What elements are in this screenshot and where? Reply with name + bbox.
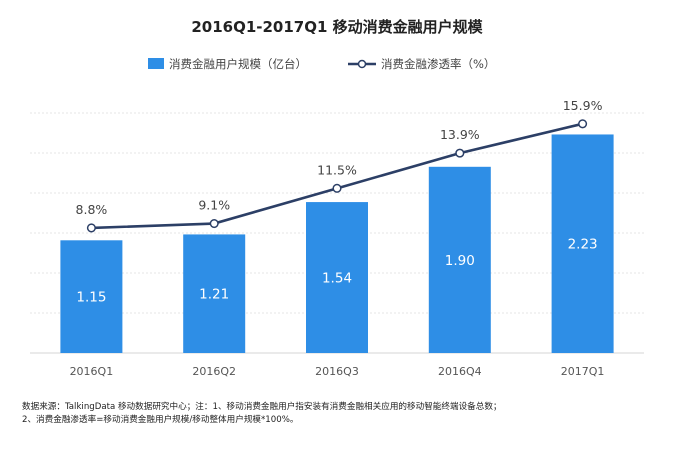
bar-value-label: 1.90 xyxy=(445,253,475,269)
bar xyxy=(306,202,368,353)
bar-value-label: 1.15 xyxy=(76,290,106,306)
chart-title: 2016Q1-2017Q1 移动消费金融用户规模 xyxy=(191,18,483,36)
line-value-labels: 8.8% 9.1% 11.5% 13.9% 15.9% xyxy=(76,98,603,217)
line-series xyxy=(86,119,588,233)
bar-series xyxy=(60,134,614,353)
line-point xyxy=(578,119,588,129)
line-value-label: 15.9% xyxy=(563,98,603,113)
bar xyxy=(60,240,123,353)
line-value-label: 11.5% xyxy=(317,162,357,177)
line-point xyxy=(455,148,465,158)
bar-value-label: 1.21 xyxy=(199,287,229,303)
x-axis-ticks: 2016Q1 2016Q2 2016Q3 2016Q4 2017Q1 xyxy=(70,365,605,378)
bar xyxy=(428,166,491,353)
x-tick-label: 2017Q1 xyxy=(561,365,605,378)
x-tick-label: 2016Q2 xyxy=(192,365,236,378)
legend-bar-label: 消费金融用户规模（亿台） xyxy=(169,57,307,71)
line-value-label: 9.1% xyxy=(198,198,230,213)
bar xyxy=(551,134,614,353)
bar-value-label: 1.54 xyxy=(322,271,352,287)
chart-area: 2016Q1-2017Q1 移动消费金融用户规模 消费金融用户规模（亿台） 消费… xyxy=(30,18,644,378)
source-notes: 数据来源：TalkingData 移动数据研究中心；注：1、移动消费金融用户指安… xyxy=(22,401,662,427)
chart-legend: 消费金融用户规模（亿台） 消费金融渗透率（%） xyxy=(148,57,495,71)
x-tick-label: 2016Q1 xyxy=(70,365,114,378)
bar-value-labels: 1.15 1.21 1.54 1.90 2.23 xyxy=(76,237,597,306)
bar-value-label: 2.23 xyxy=(568,237,598,253)
line-value-label: 8.8% xyxy=(76,202,108,217)
legend-line-label: 消费金融渗透率（%） xyxy=(381,57,495,71)
source-note-line-1: 数据来源：TalkingData 移动数据研究中心；注：1、移动消费金融用户指安… xyxy=(22,402,502,412)
legend-bar-swatch xyxy=(148,58,164,69)
x-tick-label: 2016Q3 xyxy=(315,365,359,378)
source-note-line-2: 2、消费金融渗透率=移动消费金融用户规模/移动整体用户规模*100%。 xyxy=(22,415,299,425)
bar xyxy=(183,234,246,353)
legend-line-marker xyxy=(357,59,367,69)
line-point xyxy=(86,223,96,233)
x-tick-label: 2016Q4 xyxy=(438,365,482,378)
line-value-label: 13.9% xyxy=(440,127,480,142)
line-point xyxy=(332,183,342,193)
line-point xyxy=(209,218,219,229)
